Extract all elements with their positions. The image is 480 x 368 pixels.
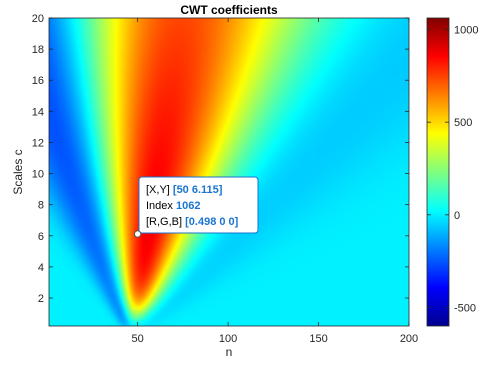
plot-area: 50 100 150 200 2 4 6 8 10 12 14 16 18 20 [32, 13, 418, 345]
data-tip-line-xy: [X,Y] [50 6.115] [146, 184, 223, 196]
colorbar-ticks: -500 0 500 1000 [427, 24, 478, 314]
data-tip-xy-value: [50 6.115] [173, 184, 223, 196]
colorbar: -500 0 500 1000 [426, 17, 478, 327]
y-tick-label: 12 [32, 137, 44, 149]
chart-title: CWT coefficients [180, 3, 278, 17]
y-tick-label: 16 [32, 75, 44, 87]
y-tick-label: 18 [32, 44, 44, 56]
data-tip[interactable]: [X,Y] [50 6.115] Index 1062 [R,G,B] [0.4… [133, 176, 259, 238]
y-tick-label: 2 [38, 293, 44, 305]
heatmap-image [49, 18, 409, 326]
plot-frame [48, 17, 410, 327]
data-tip-line-index: Index 1062 [146, 200, 200, 212]
colorbar-tick-label: 500 [454, 117, 472, 129]
data-tip-line-rgb: [R,G,B] [0.498 0 0] [146, 216, 239, 228]
x-axis-ticks: 50 100 150 200 [132, 18, 418, 345]
data-tip-xy-label: [X,Y] [146, 184, 170, 196]
colorbar-gradient [427, 18, 449, 326]
y-tick-label: 20 [32, 13, 44, 25]
y-axis-label: Scales c [11, 149, 25, 194]
data-tip-index-label: Index [146, 200, 173, 212]
y-axis-ticks: 2 4 6 8 10 12 14 16 18 20 [32, 13, 409, 305]
y-tick-label: 8 [38, 200, 44, 212]
data-tip-marker[interactable] [133, 230, 142, 238]
y-tick-label: 6 [38, 231, 44, 243]
colorbar-tick-label: 1000 [454, 24, 478, 36]
y-tick-label: 14 [32, 106, 44, 118]
colorbar-tick-label: 0 [454, 210, 460, 222]
data-tip-index-value: 1062 [176, 200, 200, 212]
x-tick-label: 50 [132, 333, 144, 345]
y-tick-label: 10 [32, 169, 44, 181]
data-tip-box [138, 176, 259, 234]
data-tip-rgb-label: [R,G,B] [146, 216, 182, 228]
colorbar-tick-label: -500 [454, 302, 476, 314]
x-axis-label: n [226, 345, 233, 359]
x-tick-label: 100 [219, 333, 237, 345]
colorbar-frame [426, 17, 450, 327]
x-tick-label: 200 [400, 333, 418, 345]
data-tip-rgb-value: [0.498 0 0] [185, 216, 239, 228]
y-tick-label: 4 [38, 262, 44, 274]
x-tick-label: 150 [309, 333, 327, 345]
